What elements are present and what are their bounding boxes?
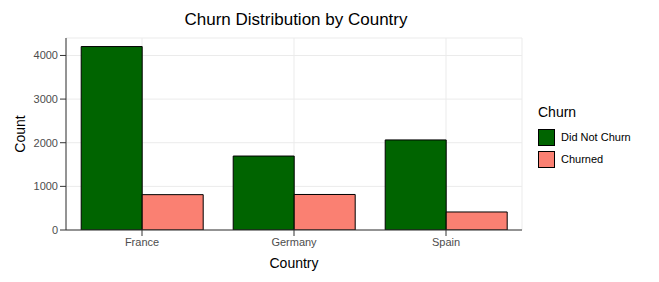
svg-text:4000: 4000 [34, 49, 58, 61]
svg-text:1000: 1000 [34, 180, 58, 192]
svg-text:3000: 3000 [34, 93, 58, 105]
svg-text:Spain: Spain [432, 236, 460, 248]
html-text:Churned: Churned [561, 153, 604, 165]
html-text:Churn: Churn [538, 104, 577, 120]
svg-text:2000: 2000 [34, 137, 58, 149]
html-text:Churn Distribution by Country: Churn Distribution by Country [184, 10, 408, 29]
svg-text:Country: Country [269, 255, 318, 271]
svg-text:0: 0 [52, 224, 58, 236]
svg-text:Germany: Germany [271, 236, 317, 248]
html-text:Did Not Churn: Did Not Churn [561, 131, 631, 143]
svg-text:France: France [125, 236, 159, 248]
svg-text:Count: Count [12, 115, 28, 152]
